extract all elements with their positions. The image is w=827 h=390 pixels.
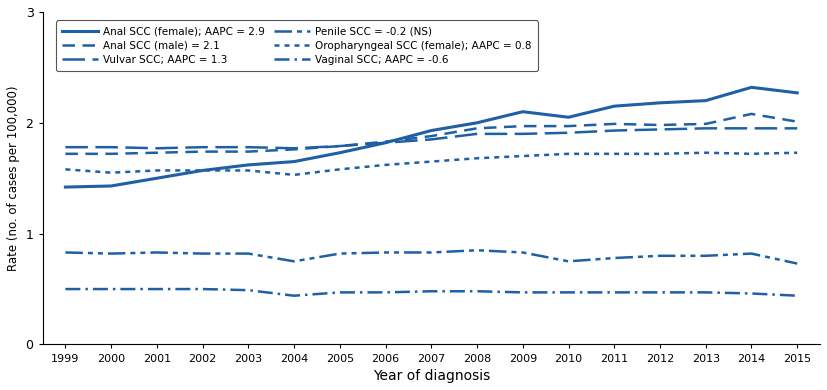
Y-axis label: Rate (no. of cases per 100,000): Rate (no. of cases per 100,000) bbox=[7, 85, 20, 271]
X-axis label: Year of diagnosis: Year of diagnosis bbox=[373, 369, 490, 383]
Legend: Anal SCC (female); AAPC = 2.9, Anal SCC (male) = 2.1, Vulvar SCC; AAPC = 1.3, Pe: Anal SCC (female); AAPC = 2.9, Anal SCC … bbox=[55, 21, 538, 71]
